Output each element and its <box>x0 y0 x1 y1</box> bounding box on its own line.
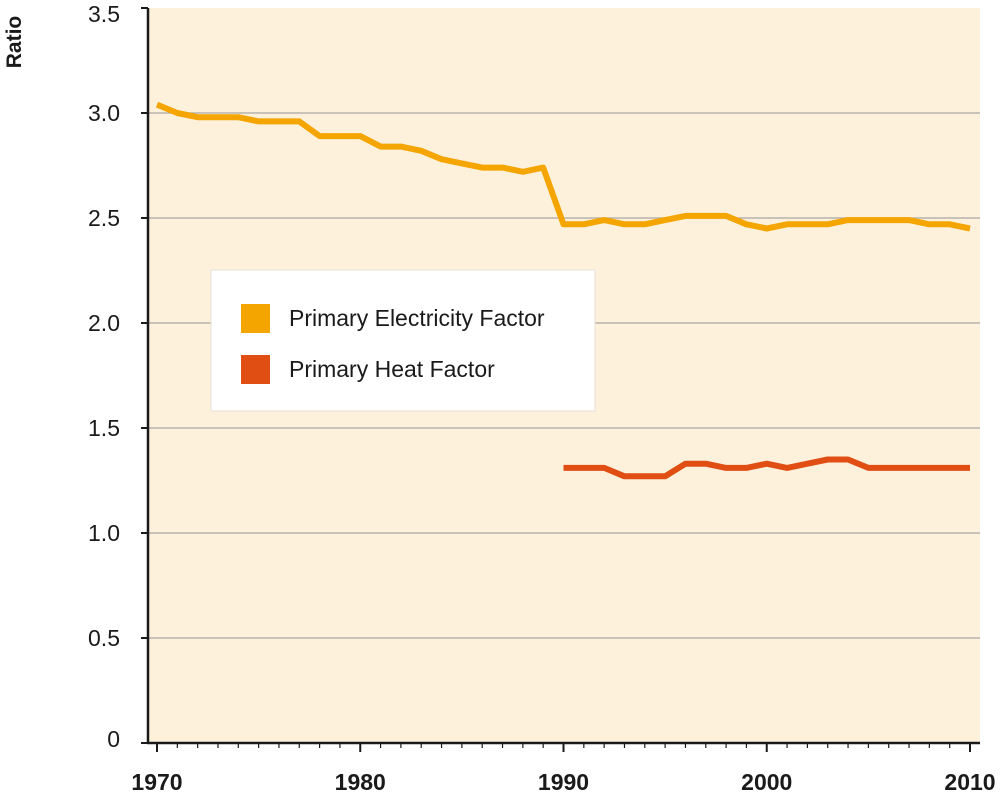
x-tick-label: 2010 <box>944 769 995 795</box>
y-tick-label: 2.0 <box>88 310 120 336</box>
x-tick-label: 1990 <box>538 769 589 795</box>
legend-label: Primary Heat Factor <box>289 356 495 382</box>
y-axis-title: Ratio <box>3 16 26 69</box>
y-tick-label: 2.5 <box>88 205 120 231</box>
y-tick-label: 3.0 <box>88 100 120 126</box>
y-tick-label: 1.5 <box>88 415 120 441</box>
legend: Primary Electricity Factor Primary Heat F… <box>210 269 596 412</box>
y-tick-label: 3.5 <box>88 1 120 27</box>
x-axis-ticks: 1970 1980 1990 2000 2010 <box>131 743 996 795</box>
y-tick-label: 0 <box>107 726 120 752</box>
y-axis-ticks: 0 0.5 1.0 1.5 2.0 2.5 3.0 3.5 <box>88 1 148 752</box>
series-lines <box>155 101 971 480</box>
x-tick-label: 1980 <box>335 769 386 795</box>
legend-swatch <box>241 304 270 333</box>
x-tick-label: 2000 <box>741 769 792 795</box>
legend-swatch <box>241 355 270 384</box>
series-line-1 <box>155 101 971 232</box>
x-tick-label: 1970 <box>131 769 182 795</box>
series-line-2 <box>563 456 970 480</box>
legend-label: Primary Electricity Factor <box>289 305 545 331</box>
y-tick-label: 0.5 <box>88 625 120 651</box>
legend-box <box>210 269 596 412</box>
y-tick-label: 1.0 <box>88 520 120 546</box>
